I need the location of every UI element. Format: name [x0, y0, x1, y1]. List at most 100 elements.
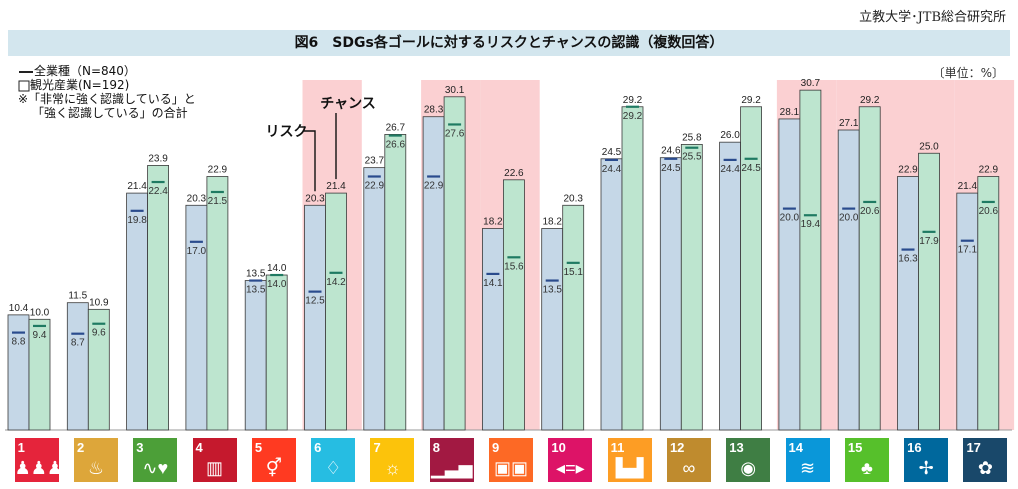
chance-bar-8 — [443, 96, 466, 431]
risk-label-14: 28.1 — [780, 107, 800, 118]
eye-earth-icon: ◉ — [740, 458, 757, 478]
growth-chart-icon: ▁▃▅ — [430, 458, 473, 478]
chance-label-16: 25.0 — [919, 141, 939, 152]
chance-all-label-12: 25.5 — [682, 152, 702, 163]
sdg-goal-number: 4 — [195, 440, 203, 455]
sdg-goal-13-icon: 13 ◉ — [726, 438, 771, 482]
risk-bar-9 — [481, 228, 504, 431]
risk-bar-11 — [600, 158, 623, 431]
chance-bar-2 — [87, 308, 110, 431]
gender-icon: ⚥ — [265, 458, 282, 478]
sdg-goal-9-icon: 9 ▣▣ — [489, 438, 534, 482]
legend-note1: ※「非常に強く認識している」と — [18, 92, 196, 106]
chance-all-label-15: 20.6 — [860, 206, 880, 217]
chance-bar-17 — [977, 176, 1000, 431]
risk-label-4: 20.3 — [187, 193, 207, 204]
chance-label-5: 14.0 — [267, 263, 287, 274]
chance-all-label-2: 9.6 — [92, 328, 106, 339]
infinity-icon: ∞ — [682, 458, 696, 478]
sdg-goal-15-icon: 15 ♣ — [844, 438, 889, 482]
source-credit: 立教大学･JTB総合研究所 — [859, 10, 1006, 25]
risk-label-11: 24.5 — [602, 147, 622, 158]
sun-icon: ☼ — [384, 458, 401, 478]
chance-bar-4 — [206, 176, 229, 431]
sdg-goal-number: 8 — [432, 440, 440, 455]
risk-all-label-14: 20.0 — [780, 213, 800, 224]
city-icon: ▙▟ — [615, 458, 644, 478]
risk-all-label-4: 17.0 — [187, 246, 207, 257]
sdg-goal-11-icon: 11 ▙▟ — [607, 438, 652, 482]
chance-all-label-4: 21.5 — [208, 196, 228, 207]
legend-line-icon — [19, 70, 33, 73]
risk-bar-14 — [778, 118, 801, 431]
unit-label: 〔単位：%〕 — [932, 66, 1004, 80]
risk-all-label-9: 14.1 — [483, 278, 503, 289]
chance-all-label-7: 26.6 — [386, 140, 406, 151]
chance-bar-12 — [680, 143, 703, 431]
chance-label-12: 25.8 — [682, 132, 702, 143]
risk-all-label-17: 17.1 — [958, 245, 978, 256]
chance-label-4: 22.9 — [208, 164, 228, 175]
tree-icon: ♣ — [860, 458, 873, 478]
chance-label-2: 10.9 — [89, 297, 109, 308]
risk-all-label-6: 12.5 — [305, 296, 325, 307]
chance-label-15: 29.2 — [860, 95, 880, 106]
chance-all-label-1: 9.4 — [33, 330, 47, 341]
risk-label-7: 23.7 — [365, 156, 385, 167]
risk-label-5: 13.5 — [246, 269, 266, 280]
chance-bar-14 — [799, 89, 822, 431]
chance-all-label-8: 27.6 — [445, 128, 465, 139]
annotation-risk: リスク — [266, 123, 308, 139]
book-icon: ▥ — [206, 458, 224, 478]
chance-all-label-6: 14.2 — [326, 277, 346, 288]
risk-label-10: 18.2 — [542, 217, 562, 228]
chance-label-9: 22.6 — [504, 168, 524, 179]
fish-icon: ≋ — [800, 458, 816, 478]
risk-all-label-12: 24.5 — [661, 163, 681, 174]
sdg-goal-number: 10 — [551, 440, 566, 455]
risk-all-label-8: 22.9 — [424, 180, 444, 191]
chance-bar-1 — [28, 318, 51, 431]
risk-bar-13 — [719, 141, 741, 431]
risk-label-17: 21.4 — [958, 181, 978, 192]
sdg-goal-2-icon: 2 ♨ — [73, 438, 118, 482]
legend-all: 全業種（N=840） — [18, 64, 196, 78]
chance-bar-3 — [147, 165, 170, 431]
risk-bar-3 — [126, 192, 148, 431]
chance-bar-11 — [621, 106, 644, 431]
risk-label-12: 24.6 — [661, 146, 681, 157]
risk-all-label-11: 24.4 — [602, 164, 622, 175]
sdg-goal-number: 3 — [136, 440, 144, 455]
sdg-goal-number: 11 — [610, 440, 625, 455]
risk-bar-7 — [363, 167, 386, 431]
risk-label-15: 27.1 — [839, 118, 859, 129]
risk-all-label-1: 8.8 — [12, 337, 26, 348]
sdg-goal-12-icon: 12 ∞ — [666, 438, 711, 482]
chance-label-10: 20.3 — [563, 193, 583, 204]
risk-label-13: 26.0 — [720, 130, 740, 141]
sdg-goal-number: 7 — [373, 440, 381, 455]
chance-label-7: 26.7 — [386, 122, 406, 133]
equality-icon: ◂=▸ — [556, 458, 585, 478]
water-drop-icon: ♢ — [325, 458, 342, 478]
sdg-goal-4-icon: 4 ▥ — [192, 438, 237, 482]
legend-note2: 「強く認識している」の合計 — [32, 106, 188, 120]
annotation-chance: チャンス — [320, 95, 376, 111]
risk-bar-5 — [244, 280, 267, 431]
sdg-goal-number: 12 — [669, 440, 685, 455]
sdg-goal-number: 13 — [729, 440, 744, 455]
heartbeat-icon: ∿♥ — [142, 458, 169, 478]
chance-all-label-10: 15.1 — [563, 267, 583, 278]
risk-label-9: 18.2 — [483, 217, 503, 228]
risk-bar-2 — [66, 302, 89, 431]
bowl-icon: ♨ — [87, 458, 104, 478]
chance-bar-10 — [562, 204, 585, 431]
chance-bar-15 — [858, 106, 881, 431]
chance-label-14: 30.7 — [801, 78, 821, 89]
risk-all-label-7: 22.9 — [365, 180, 385, 191]
risk-label-1: 10.4 — [9, 303, 29, 314]
chance-all-label-17: 20.6 — [979, 206, 999, 217]
dove-icon: ✢ — [918, 458, 934, 478]
risk-bar-15 — [837, 129, 860, 431]
title-bar: 図6 SDGs各ゴールに対するリスクとチャンスの認識（複数回答） — [8, 30, 1010, 56]
